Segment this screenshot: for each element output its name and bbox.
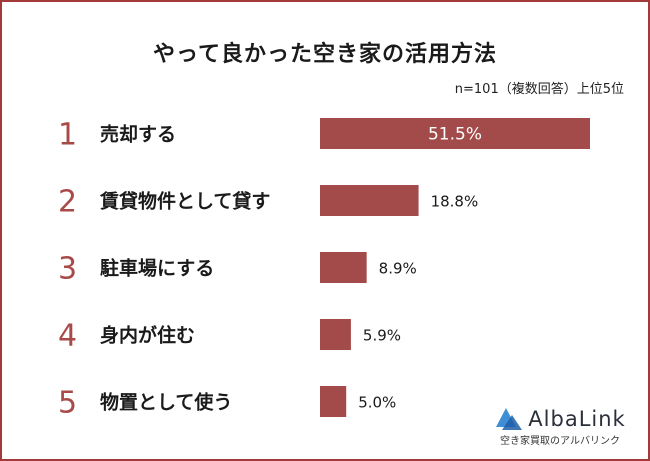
albalink-mark-icon xyxy=(496,408,523,430)
category-label: 売却する xyxy=(100,123,176,146)
data-label: 51.5% xyxy=(428,125,482,145)
logo-tagline: 空き家買取のアルバリンク xyxy=(500,436,620,447)
rank-number: 3 xyxy=(58,252,77,287)
chart-subtitle: n=101（複数回答）上位5位 xyxy=(454,82,624,97)
rank-number: 2 xyxy=(58,185,77,220)
data-label: 8.9% xyxy=(379,260,417,278)
albalink-logo: AlbaLink 空き家買取のアルバリンク xyxy=(490,407,630,447)
bar xyxy=(320,185,419,216)
category-label: 身内が住む xyxy=(100,324,195,347)
bar xyxy=(320,386,347,417)
category-label: 駐車場にする xyxy=(100,257,214,280)
logo-name: AlbaLink xyxy=(528,407,626,431)
category-label: 物置として使う xyxy=(100,391,232,414)
bar xyxy=(320,118,590,149)
rank-number: 5 xyxy=(58,386,77,421)
data-label: 5.0% xyxy=(358,394,396,412)
rank-number: 1 xyxy=(58,118,77,153)
data-label: 18.8% xyxy=(431,193,479,211)
bar xyxy=(320,252,367,283)
chart-title: やって良かった空き家の活用方法 xyxy=(153,42,497,67)
bar xyxy=(320,319,351,350)
category-label: 賃貸物件として貸す xyxy=(99,190,270,213)
rank-number: 4 xyxy=(58,319,77,354)
data-label: 5.9% xyxy=(363,327,401,345)
